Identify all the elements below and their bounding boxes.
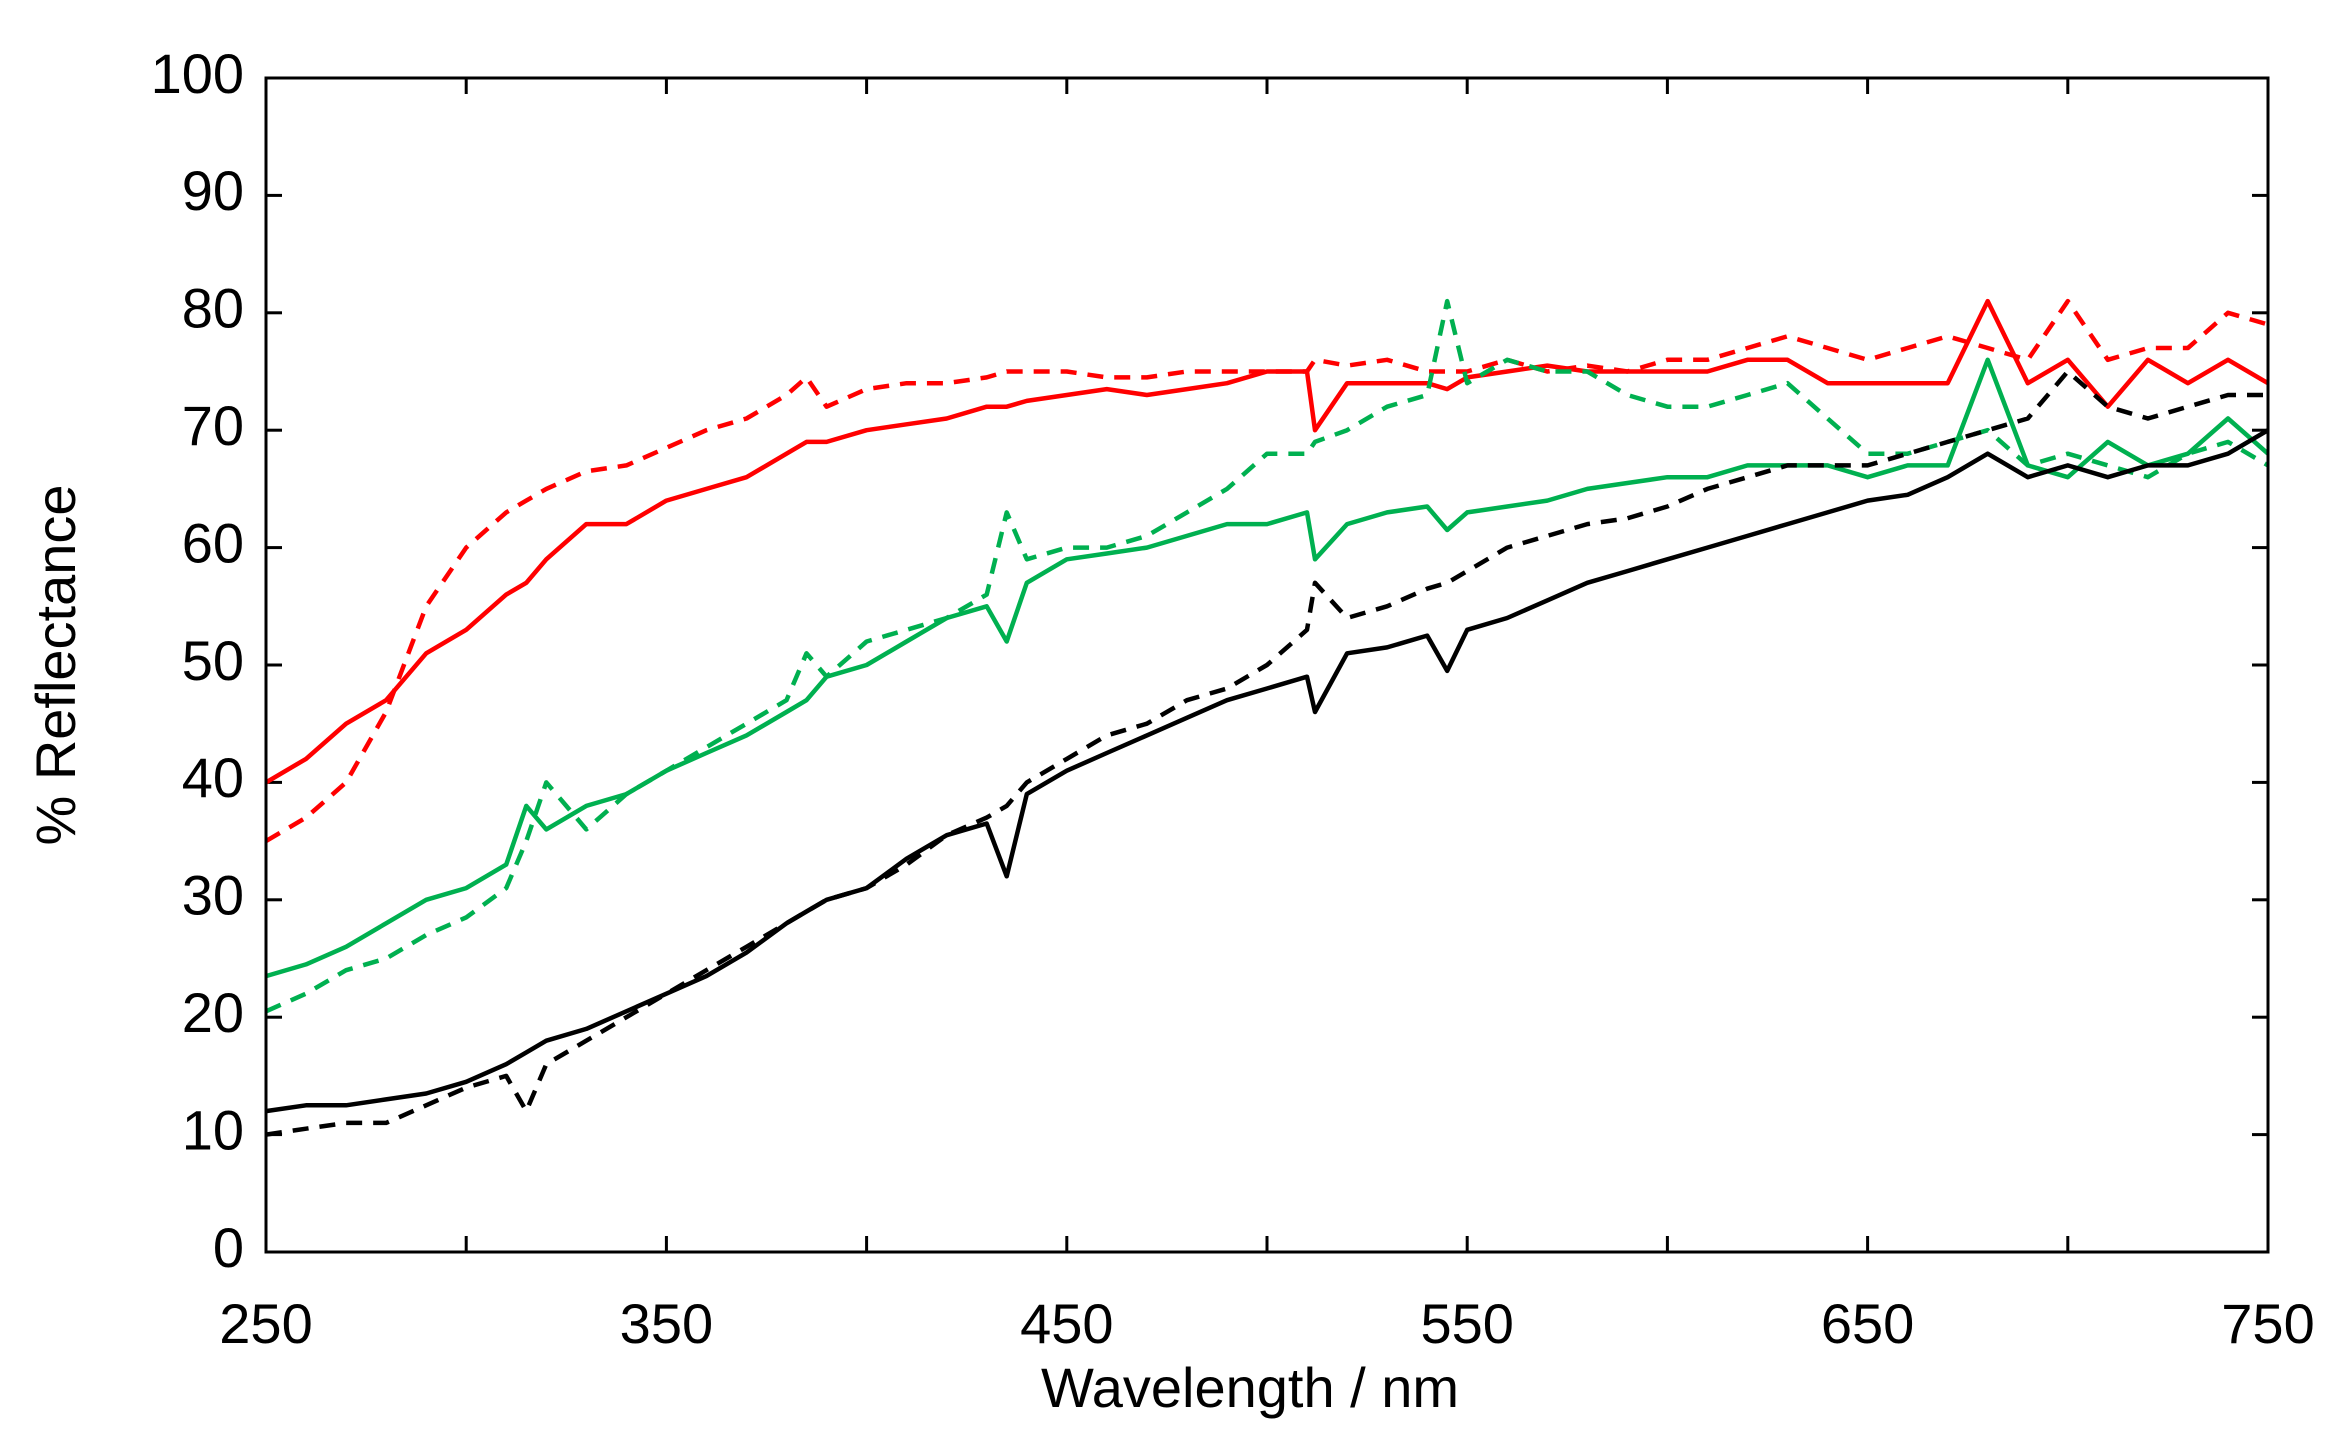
x-tick-label: 350 [620, 1292, 713, 1355]
y-tick-label: 90 [182, 159, 244, 222]
plot-frame [264, 76, 2270, 1254]
x-axis-title: Wavelength / nm [1041, 1356, 1459, 1419]
y-tick-label: 20 [182, 981, 244, 1044]
x-tick-label: 250 [219, 1292, 312, 1355]
y-tick-label: 50 [182, 629, 244, 692]
y-tick-label: 10 [182, 1098, 244, 1161]
series-line [264, 298, 2270, 785]
series-line [264, 298, 2269, 844]
series-line [265, 357, 2270, 979]
x-tick-label: 750 [2221, 1292, 2314, 1355]
series-line [265, 369, 2268, 1137]
y-tick-label: 0 [213, 1216, 244, 1279]
y-tick-label: 30 [182, 864, 244, 927]
x-tick-label: 450 [1020, 1292, 1113, 1355]
y-tick-label: 60 [182, 511, 244, 574]
y-tick-label: 80 [182, 277, 244, 340]
y-tick-label: 100 [151, 42, 244, 105]
series-line [265, 428, 2270, 1114]
x-tick-label: 550 [1420, 1292, 1513, 1355]
y-tick-label: 40 [182, 746, 244, 809]
y-tick-label: 70 [182, 394, 244, 457]
x-tick-label: 650 [1821, 1292, 1914, 1355]
y-axis-title: % Reflectance [24, 484, 87, 845]
